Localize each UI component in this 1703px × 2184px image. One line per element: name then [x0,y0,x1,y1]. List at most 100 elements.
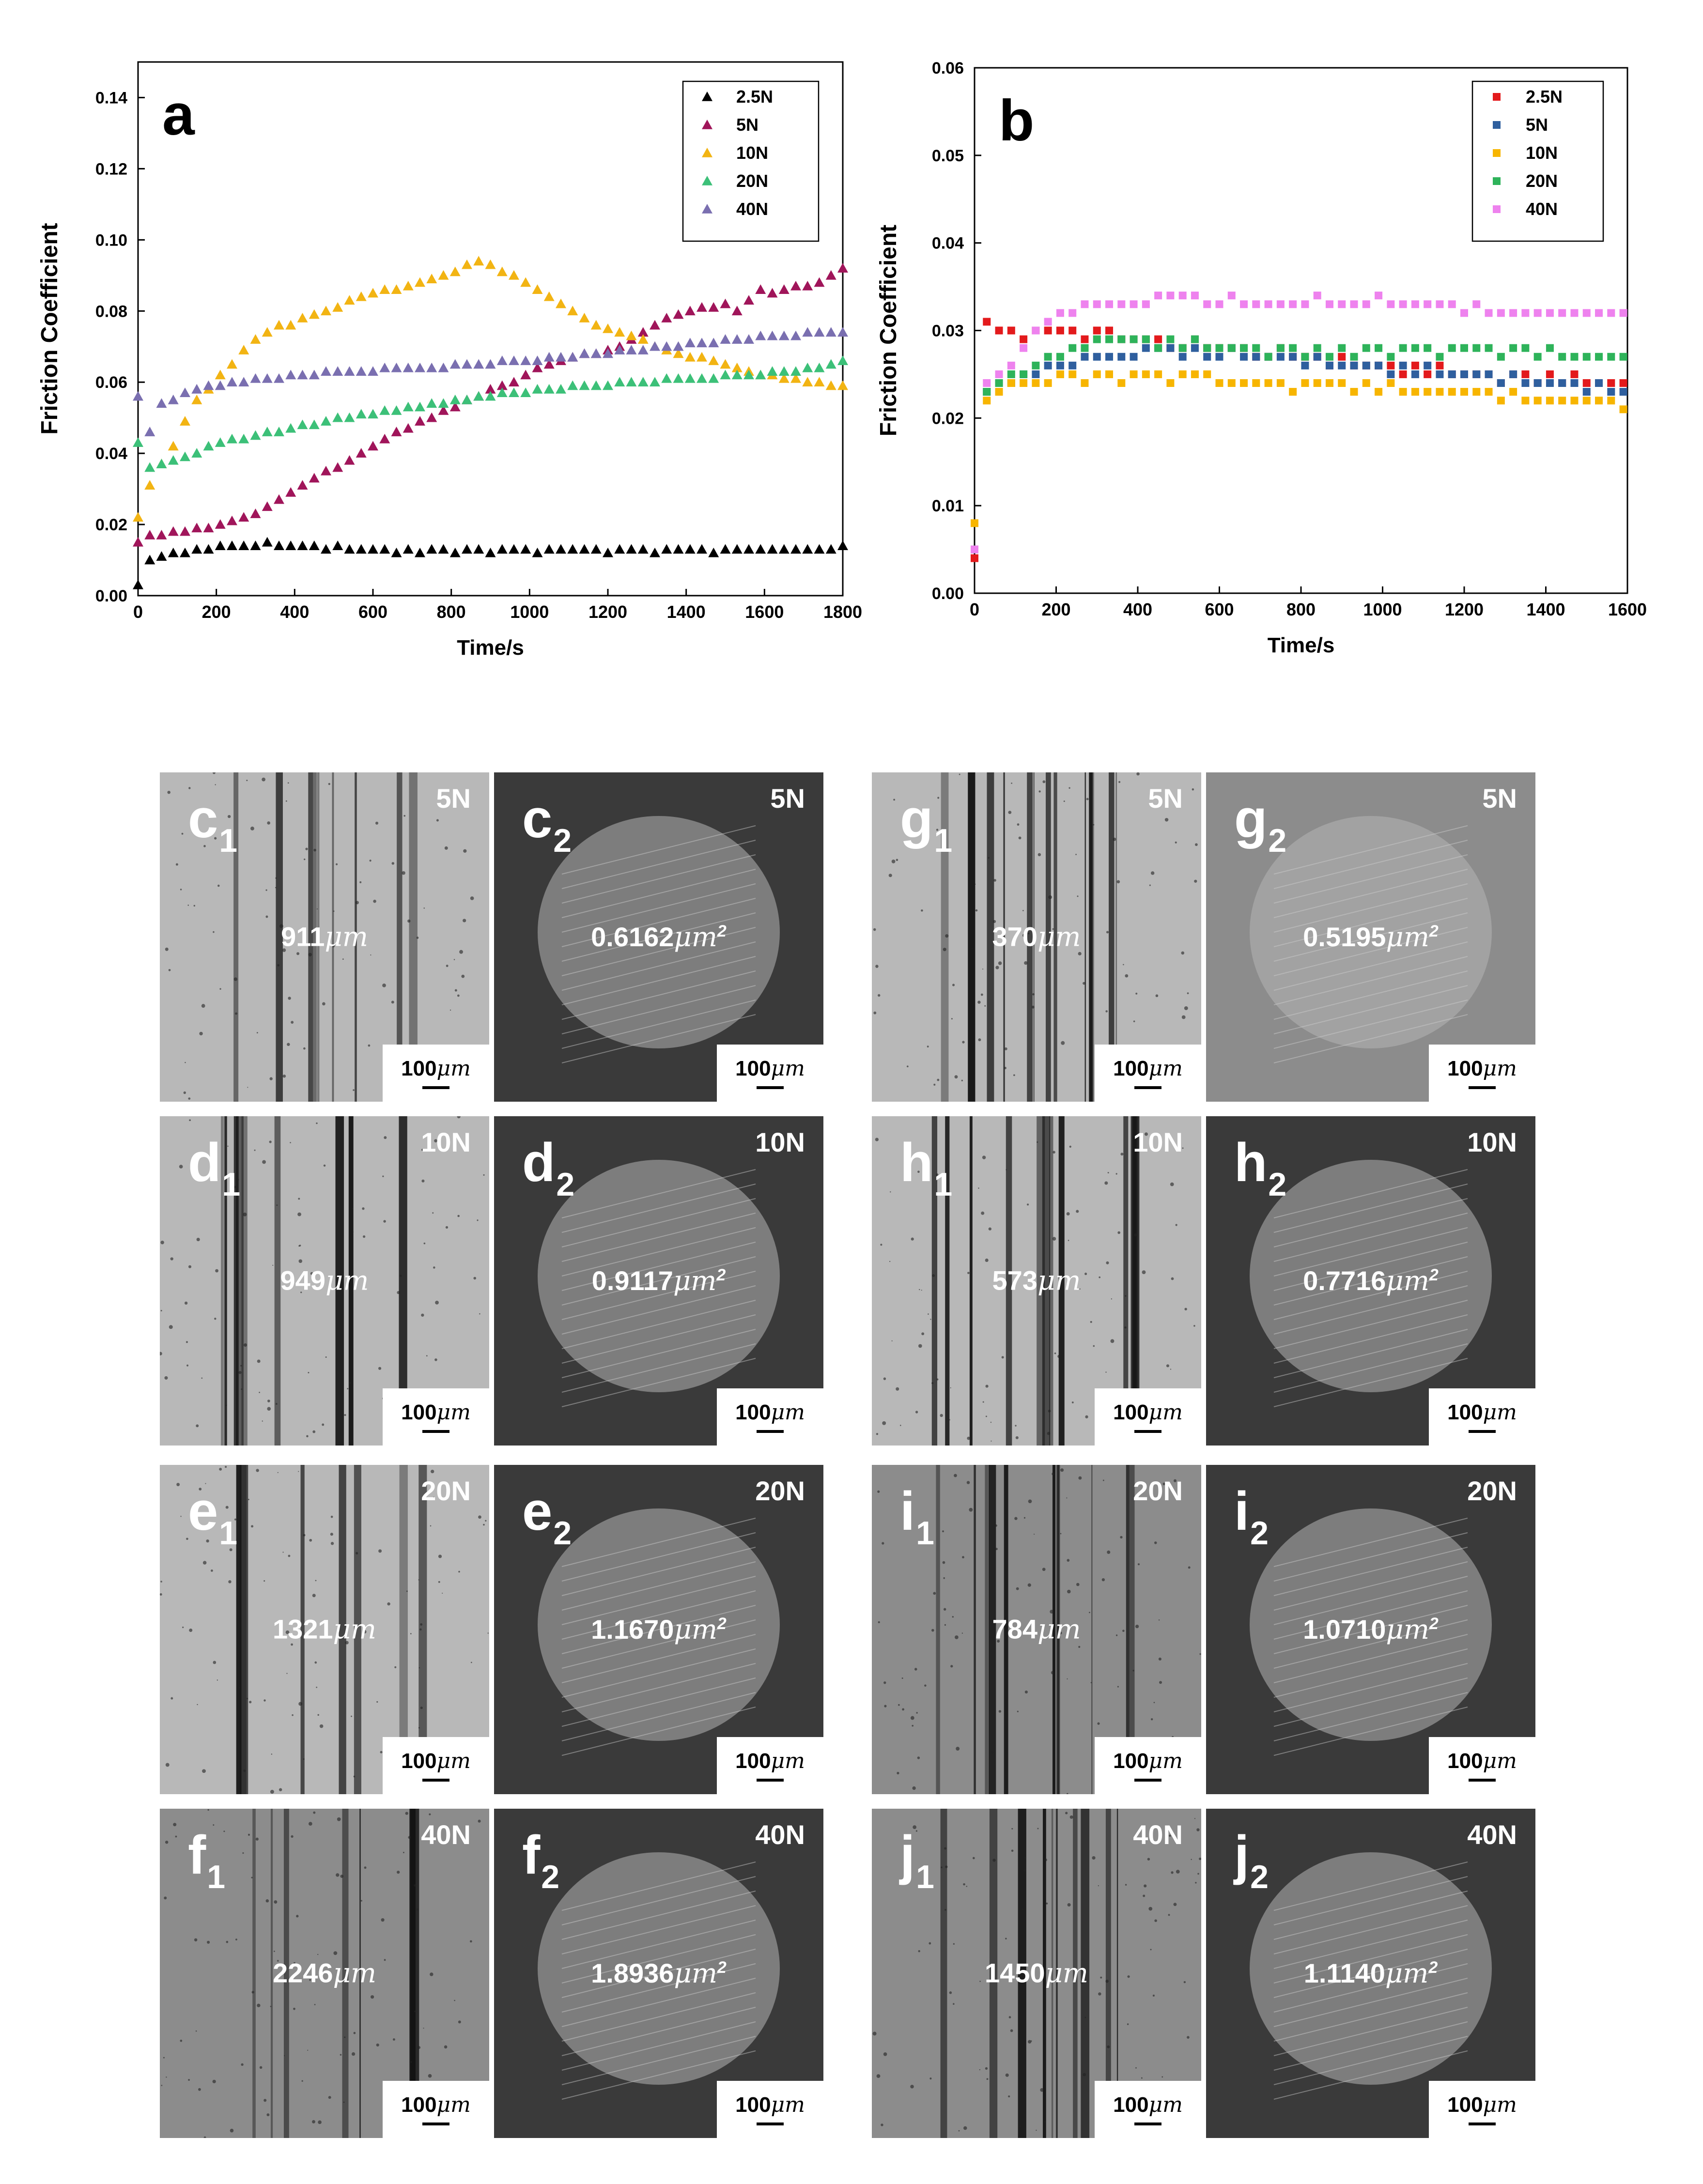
debris-speck [223,1830,225,1832]
debris-speck [394,1666,397,1668]
data-point [1215,300,1223,308]
data-point [661,373,672,383]
data-point [1081,300,1089,308]
data-point [321,416,331,426]
micrograph-panel: i2 20N 1.0710μm2 100μm [1206,1465,1535,1794]
debris-speck [1120,1153,1124,1156]
data-point [1068,326,1077,335]
micrograph-texture [538,1852,780,2100]
series-40N [133,327,848,436]
debris-speck [187,904,189,906]
wear-track-line [1058,1116,1065,1446]
data-point [180,526,190,536]
debris-speck [267,821,270,825]
scale-bar-label: 100μm [383,1749,489,1773]
debris-speck [364,1866,367,1869]
debris-speck [932,1274,935,1277]
data-point [1203,344,1211,352]
panel-label: f2 [522,1828,559,1894]
debris-speck [942,1530,944,1533]
scale-bar [1469,1779,1496,1782]
debris-speck [351,1715,353,1717]
debris-speck [483,1523,485,1526]
scale-unit: μm [1483,2092,1517,2117]
data-point [426,274,437,283]
data-point [449,547,461,557]
data-point [1472,388,1481,396]
debris-speck [235,1938,237,1941]
scratch-line [561,1634,756,1683]
data-point [767,288,778,298]
data-point [1313,292,1321,300]
debris-speck [961,1632,963,1634]
debris-speck [1027,1203,1029,1206]
debris-speck [234,1518,237,1521]
debris-speck [345,1641,349,1645]
data-point [227,540,237,550]
debris-speck [977,1000,981,1004]
scratch-line [1273,1692,1468,1741]
measurement-unit: μm [333,1957,377,1989]
debris-speck [303,1534,306,1537]
debris-speck [988,857,990,859]
scale-bar-box: 100μm [1095,1045,1201,1102]
data-point [1497,397,1505,405]
debris-speck [1122,1630,1125,1632]
wear-track-line [1033,772,1035,1102]
data-point [1081,379,1089,387]
debris-speck [1024,1857,1026,1859]
debris-speck [1141,2077,1143,2079]
debris-speck [403,815,406,817]
data-point [1240,379,1248,387]
debris-speck [1028,2040,1032,2044]
wear-track-line [1130,1116,1139,1446]
wear-scar [538,1508,780,1741]
debris-speck [275,877,277,879]
debris-speck [438,1554,442,1558]
debris-speck [317,1953,319,1955]
wear-track-line [348,1116,354,1446]
debris-speck [241,1388,243,1390]
data-point [567,306,578,316]
data-point [1460,309,1468,317]
data-point [426,362,437,372]
debris-speck [1083,2073,1086,2076]
debris-speck [1018,1834,1020,1836]
data-point [755,544,766,554]
data-point [1387,379,1395,387]
wear-track-line [1081,1809,1090,2138]
debris-speck [1047,1431,1051,1435]
data-point [556,298,566,308]
scratch-line [561,1343,756,1393]
debris-speck [400,1275,402,1277]
debris-speck [160,1352,162,1355]
data-point [1313,379,1321,387]
debris-speck [971,1293,972,1294]
data-point [168,547,179,557]
debris-speck [1060,1468,1064,1472]
data-point [661,544,672,554]
data-point [1436,370,1444,378]
scratch-line [1273,1992,1468,2042]
data-point [485,359,496,369]
scratch-line [1273,941,1468,991]
debris-speck [1084,2016,1086,2018]
debris-speck [256,1469,259,1472]
debris-speck [1018,836,1022,840]
data-point [543,544,555,554]
debris-speck [306,1435,309,1438]
debris-speck [247,1698,248,1700]
data-point [1375,292,1383,300]
debris-speck [185,1061,186,1063]
data-point [297,540,308,550]
debris-speck [271,1753,273,1755]
debris-speck [1008,2095,1010,2098]
scratch-line [1273,1905,1468,1954]
data-point [332,540,343,550]
scale-bar-label: 100μm [717,2092,823,2117]
debris-speck [266,2113,270,2117]
data-point [250,540,261,550]
data-point [1521,370,1530,378]
data-point [1570,370,1579,378]
data-point [1105,353,1114,361]
